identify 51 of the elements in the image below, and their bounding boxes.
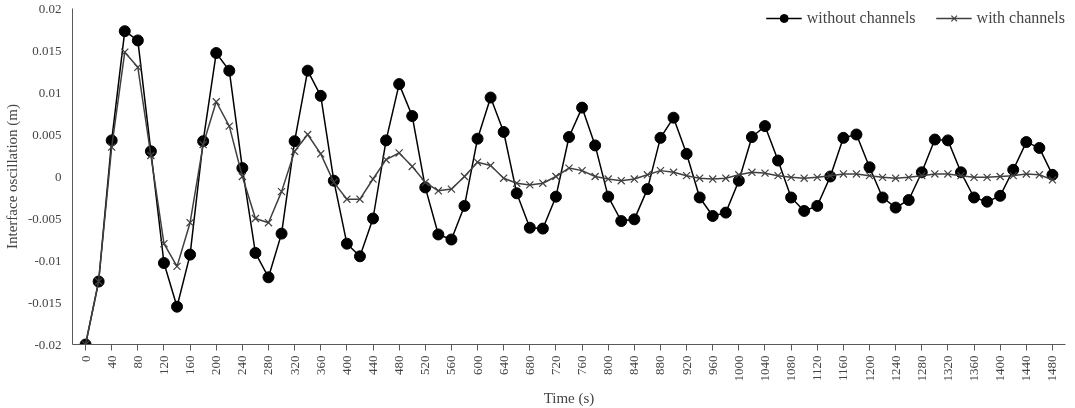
x-tick-label: 200	[208, 355, 224, 375]
x-tick-label: 1040	[756, 355, 772, 382]
x-tick-label: 1480	[1044, 355, 1060, 382]
y-tick-label: 0.01	[38, 84, 62, 100]
y-tick-label: -0.01	[34, 252, 62, 268]
x-tick-label: 1120	[809, 355, 825, 382]
x-tick-label: 1280	[913, 355, 929, 382]
x-tick-label: 400	[338, 355, 354, 375]
y-tick-label: -0.02	[34, 336, 62, 352]
x-tick-label: 680	[521, 355, 537, 375]
x-tick-label: 520	[417, 355, 433, 375]
legend-label: with channels	[976, 9, 1065, 27]
x-tick-label: 320	[286, 355, 302, 375]
x-tick-label: 240	[234, 355, 250, 375]
y-tick-label: 0.02	[38, 0, 62, 16]
y-tick-label: 0.015	[32, 42, 62, 58]
x-tick-label: 560	[443, 355, 459, 375]
x-tick-label: 1000	[730, 355, 746, 382]
x-tick-label: 480	[391, 355, 407, 375]
x-tick-label: 40	[103, 355, 119, 369]
x-tick-label: 840	[626, 355, 642, 375]
x-tick-label: 960	[704, 355, 720, 375]
legend-label: without channels	[806, 9, 916, 27]
x-tick-label: 1160	[835, 355, 851, 382]
x-tick-label: 1440	[1018, 355, 1034, 382]
x-tick-label: 1360	[966, 355, 982, 382]
x-tick-label: 280	[260, 355, 276, 375]
x-tick-label: 1240	[887, 355, 903, 382]
y-tick-label: -0.005	[27, 210, 62, 226]
x-tick-label: 1200	[861, 355, 877, 382]
x-axis-title: Time (s)	[543, 389, 595, 407]
x-tick-label: 120	[155, 355, 171, 375]
x-tick-label: 1320	[939, 355, 955, 382]
x-tick-label: 720	[547, 355, 563, 375]
x-tick-label: 880	[652, 355, 668, 375]
x-tick-label: 800	[600, 355, 616, 375]
x-tick-label: 920	[678, 355, 694, 375]
x-tick-label: 160	[182, 355, 198, 375]
y-axis-title: Interface oscillation (m)	[3, 104, 21, 249]
x-tick-label: 760	[574, 355, 590, 375]
y-tick-label: -0.015	[27, 294, 62, 310]
y-tick-label: 0	[55, 168, 62, 184]
x-tick-label: 80	[129, 355, 145, 369]
x-tick-label: 1400	[992, 355, 1008, 382]
x-tick-label: 640	[495, 355, 511, 375]
x-tick-label: 360	[312, 355, 328, 375]
x-tick-label: 1080	[783, 355, 799, 382]
y-tick-label: 0.005	[32, 126, 62, 142]
x-tick-label: 600	[469, 355, 485, 375]
x-tick-label: 0	[77, 355, 93, 362]
x-tick-label: 440	[365, 355, 381, 375]
